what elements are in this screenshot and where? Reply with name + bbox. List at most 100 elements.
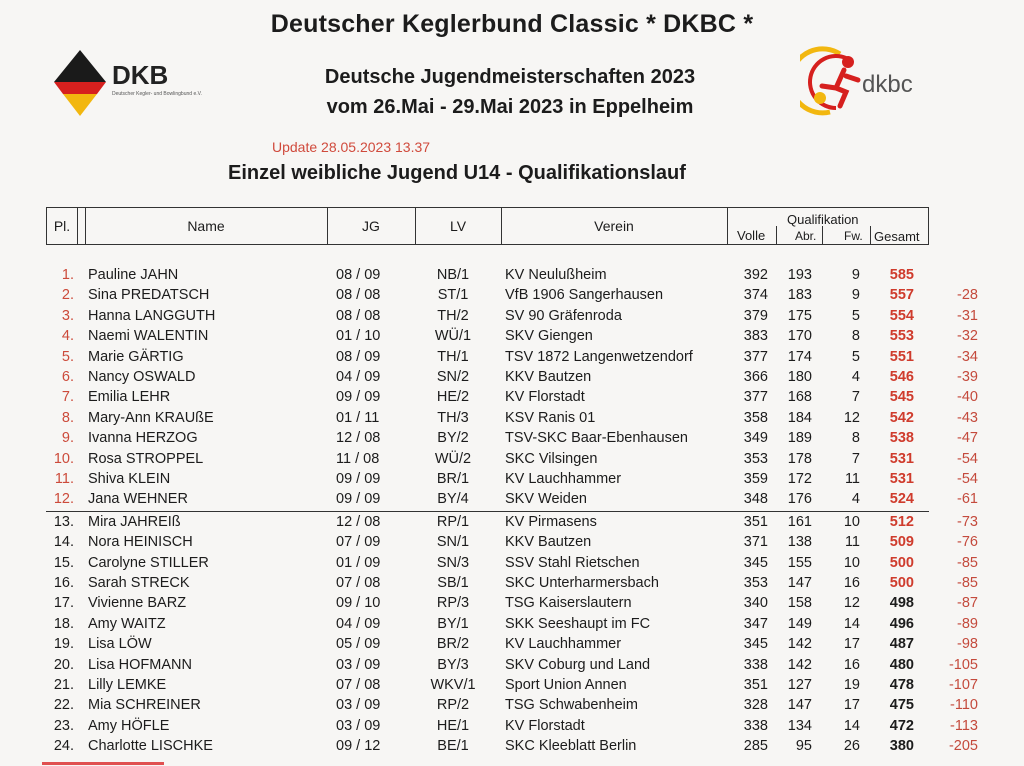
cell-rank: 18. xyxy=(53,615,74,632)
cell-diff: -85 xyxy=(957,575,978,591)
cell-club: SKV Weiden xyxy=(505,491,587,508)
cell-rank: 14. xyxy=(53,534,74,551)
cell-volle: 379 xyxy=(743,307,768,324)
cell-total: 531 xyxy=(889,450,914,467)
cell-total: 557 xyxy=(889,287,914,304)
cell-fw: 19 xyxy=(843,677,860,693)
cell-total: 480 xyxy=(889,656,914,673)
cell-club: KV Lauchhammer xyxy=(505,636,622,653)
cell-fw: 14 xyxy=(843,615,860,632)
cell-club: TSV 1872 Langenwetzendorf xyxy=(505,348,693,365)
cell-name: Ivanna HERZOG xyxy=(88,430,198,447)
document-title: Deutscher Keglerbund Classic * DKBC * xyxy=(270,10,754,38)
cell-abr: 161 xyxy=(787,513,812,530)
cell-fw: 8 xyxy=(851,430,860,447)
cell-name: Mira JAHREIß xyxy=(88,513,181,530)
cell-fw: 7 xyxy=(851,450,860,467)
cell-rank: 19. xyxy=(53,636,74,653)
cell-total: 542 xyxy=(889,409,914,426)
cell-name: Amy WAITZ xyxy=(88,615,166,632)
cell-name: Sarah STRECK xyxy=(88,575,190,591)
cell-jg: 08 / 08 xyxy=(336,287,381,304)
cell-diff: -76 xyxy=(957,534,978,551)
cell-fw: 7 xyxy=(851,389,860,406)
cell-club: SKC Unterharmersbach xyxy=(505,575,659,591)
cell-abr: 184 xyxy=(787,409,812,426)
cell-lv: TH/2 xyxy=(437,307,469,324)
cell-total: 551 xyxy=(889,348,914,365)
cell-jg: 09 / 12 xyxy=(336,738,381,755)
table-row: 17. Vivienne BARZ 09 / 10 RP/3 TSG Kaisersla… xyxy=(0,595,1024,615)
cell-rank: 4. xyxy=(61,328,74,345)
cell-abr: 134 xyxy=(787,717,812,734)
table-row: 20. Lisa HOFMANN 03 / 09 BY/3 SKV Coburg und… xyxy=(0,657,1024,677)
dkbc-logo-text: dkbc xyxy=(862,71,913,98)
cell-name: Pauline JAHN xyxy=(88,267,179,283)
cell-rank: 24. xyxy=(53,738,74,755)
cell-jg: 03 / 09 xyxy=(336,717,381,734)
cell-fw: 9 xyxy=(851,267,860,283)
table-row: 12. Jana WEHNER 09 / 09 BY/4 SKV Weiden 348 17… xyxy=(0,491,1024,511)
cell-lv: HE/1 xyxy=(436,717,470,734)
cell-name: Emilia LEHR xyxy=(88,389,171,406)
cell-club: KV Florstadt xyxy=(505,389,585,406)
cell-volle: 347 xyxy=(743,615,768,632)
dkb-logo xyxy=(54,50,106,116)
cell-jg: 12 / 08 xyxy=(336,430,381,447)
cell-club: KV Lauchhammer xyxy=(505,471,622,487)
cell-lv: WÜ/2 xyxy=(434,450,472,467)
cell-jg: 04 / 09 xyxy=(336,369,381,385)
cell-fw: 10 xyxy=(843,554,860,571)
col-header-name: Name xyxy=(85,208,328,244)
cell-total: 524 xyxy=(889,491,914,508)
table-row: 3. Hanna LANGGUTH 08 / 08 TH/2 SV 90 Gräfenr… xyxy=(0,308,1024,328)
cell-club: KKV Bautzen xyxy=(505,534,592,551)
cell-rank: 22. xyxy=(53,697,74,714)
cell-fw: 26 xyxy=(843,738,860,755)
cell-rank: 6. xyxy=(61,369,74,385)
cell-abr: 95 xyxy=(795,738,812,755)
cell-club: TSG Kaiserslautern xyxy=(505,595,632,612)
cell-total: 472 xyxy=(889,717,914,734)
cell-lv: RP/3 xyxy=(436,595,470,612)
cell-lv: WÜ/1 xyxy=(434,328,472,345)
cell-club: SKC Kleeblatt Berlin xyxy=(505,738,637,755)
table-row: 22. Mia SCHREINER 03 / 09 RP/2 TSG Schwabenh… xyxy=(0,697,1024,717)
cell-abr: 155 xyxy=(787,554,812,571)
cell-rank: 15. xyxy=(53,554,74,571)
cell-fw: 9 xyxy=(851,287,860,304)
cell-total: 545 xyxy=(889,389,914,406)
cell-volle: 345 xyxy=(743,636,768,653)
cell-lv: SN/3 xyxy=(436,554,470,571)
cell-volle: 353 xyxy=(743,450,768,467)
cell-rank: 8. xyxy=(61,409,74,426)
cell-name: Lisa LÖW xyxy=(88,636,152,653)
table-row: 11. Shiva KLEIN 09 / 09 BR/1 KV Lauchhammer 3… xyxy=(0,471,1024,491)
cell-club: TSV-SKC Baar-Ebenhausen xyxy=(505,430,688,447)
cell-abr: 176 xyxy=(787,491,812,508)
bottom-accent xyxy=(42,762,164,765)
cell-lv: BY/3 xyxy=(437,656,469,673)
cell-lv: SB/1 xyxy=(437,575,469,591)
table-row: 7. Emilia LEHR 09 / 09 HE/2 KV Florstadt 377 1… xyxy=(0,389,1024,409)
table-row: 16. Sarah STRECK 07 / 08 SB/1 SKC Unterharme… xyxy=(0,575,1024,595)
col-header-club: Verein xyxy=(501,208,728,244)
cell-lv: BR/1 xyxy=(436,471,470,487)
cell-volle: 353 xyxy=(743,575,768,591)
cell-fw: 5 xyxy=(851,348,860,365)
table-row: 8. Mary-Ann KRAUßE 01 / 11 TH/3 KSV Ranis 01… xyxy=(0,410,1024,430)
cell-rank: 21. xyxy=(53,677,74,693)
cell-rank: 2. xyxy=(61,287,74,304)
event-name: Deutsche Jugendmeisterschaften 2023 xyxy=(324,66,696,88)
cell-diff: -110 xyxy=(950,697,978,714)
cell-lv: SN/1 xyxy=(436,534,470,551)
cell-fw: 10 xyxy=(843,513,860,530)
cell-jg: 08 / 09 xyxy=(336,348,381,365)
cell-jg: 12 / 08 xyxy=(336,513,381,530)
cell-jg: 07 / 08 xyxy=(336,575,381,591)
cell-name: Rosa STROPPEL xyxy=(88,450,204,467)
cell-jg: 09 / 09 xyxy=(336,471,381,487)
table-row: 5. Marie GÄRTIG 08 / 09 TH/1 TSV 1872 Langen… xyxy=(0,349,1024,369)
table-row: 1. Pauline JAHN 08 / 09 NB/1 KV Neulußheim 39… xyxy=(0,267,1024,287)
cell-club: KSV Ranis 01 xyxy=(505,409,596,426)
